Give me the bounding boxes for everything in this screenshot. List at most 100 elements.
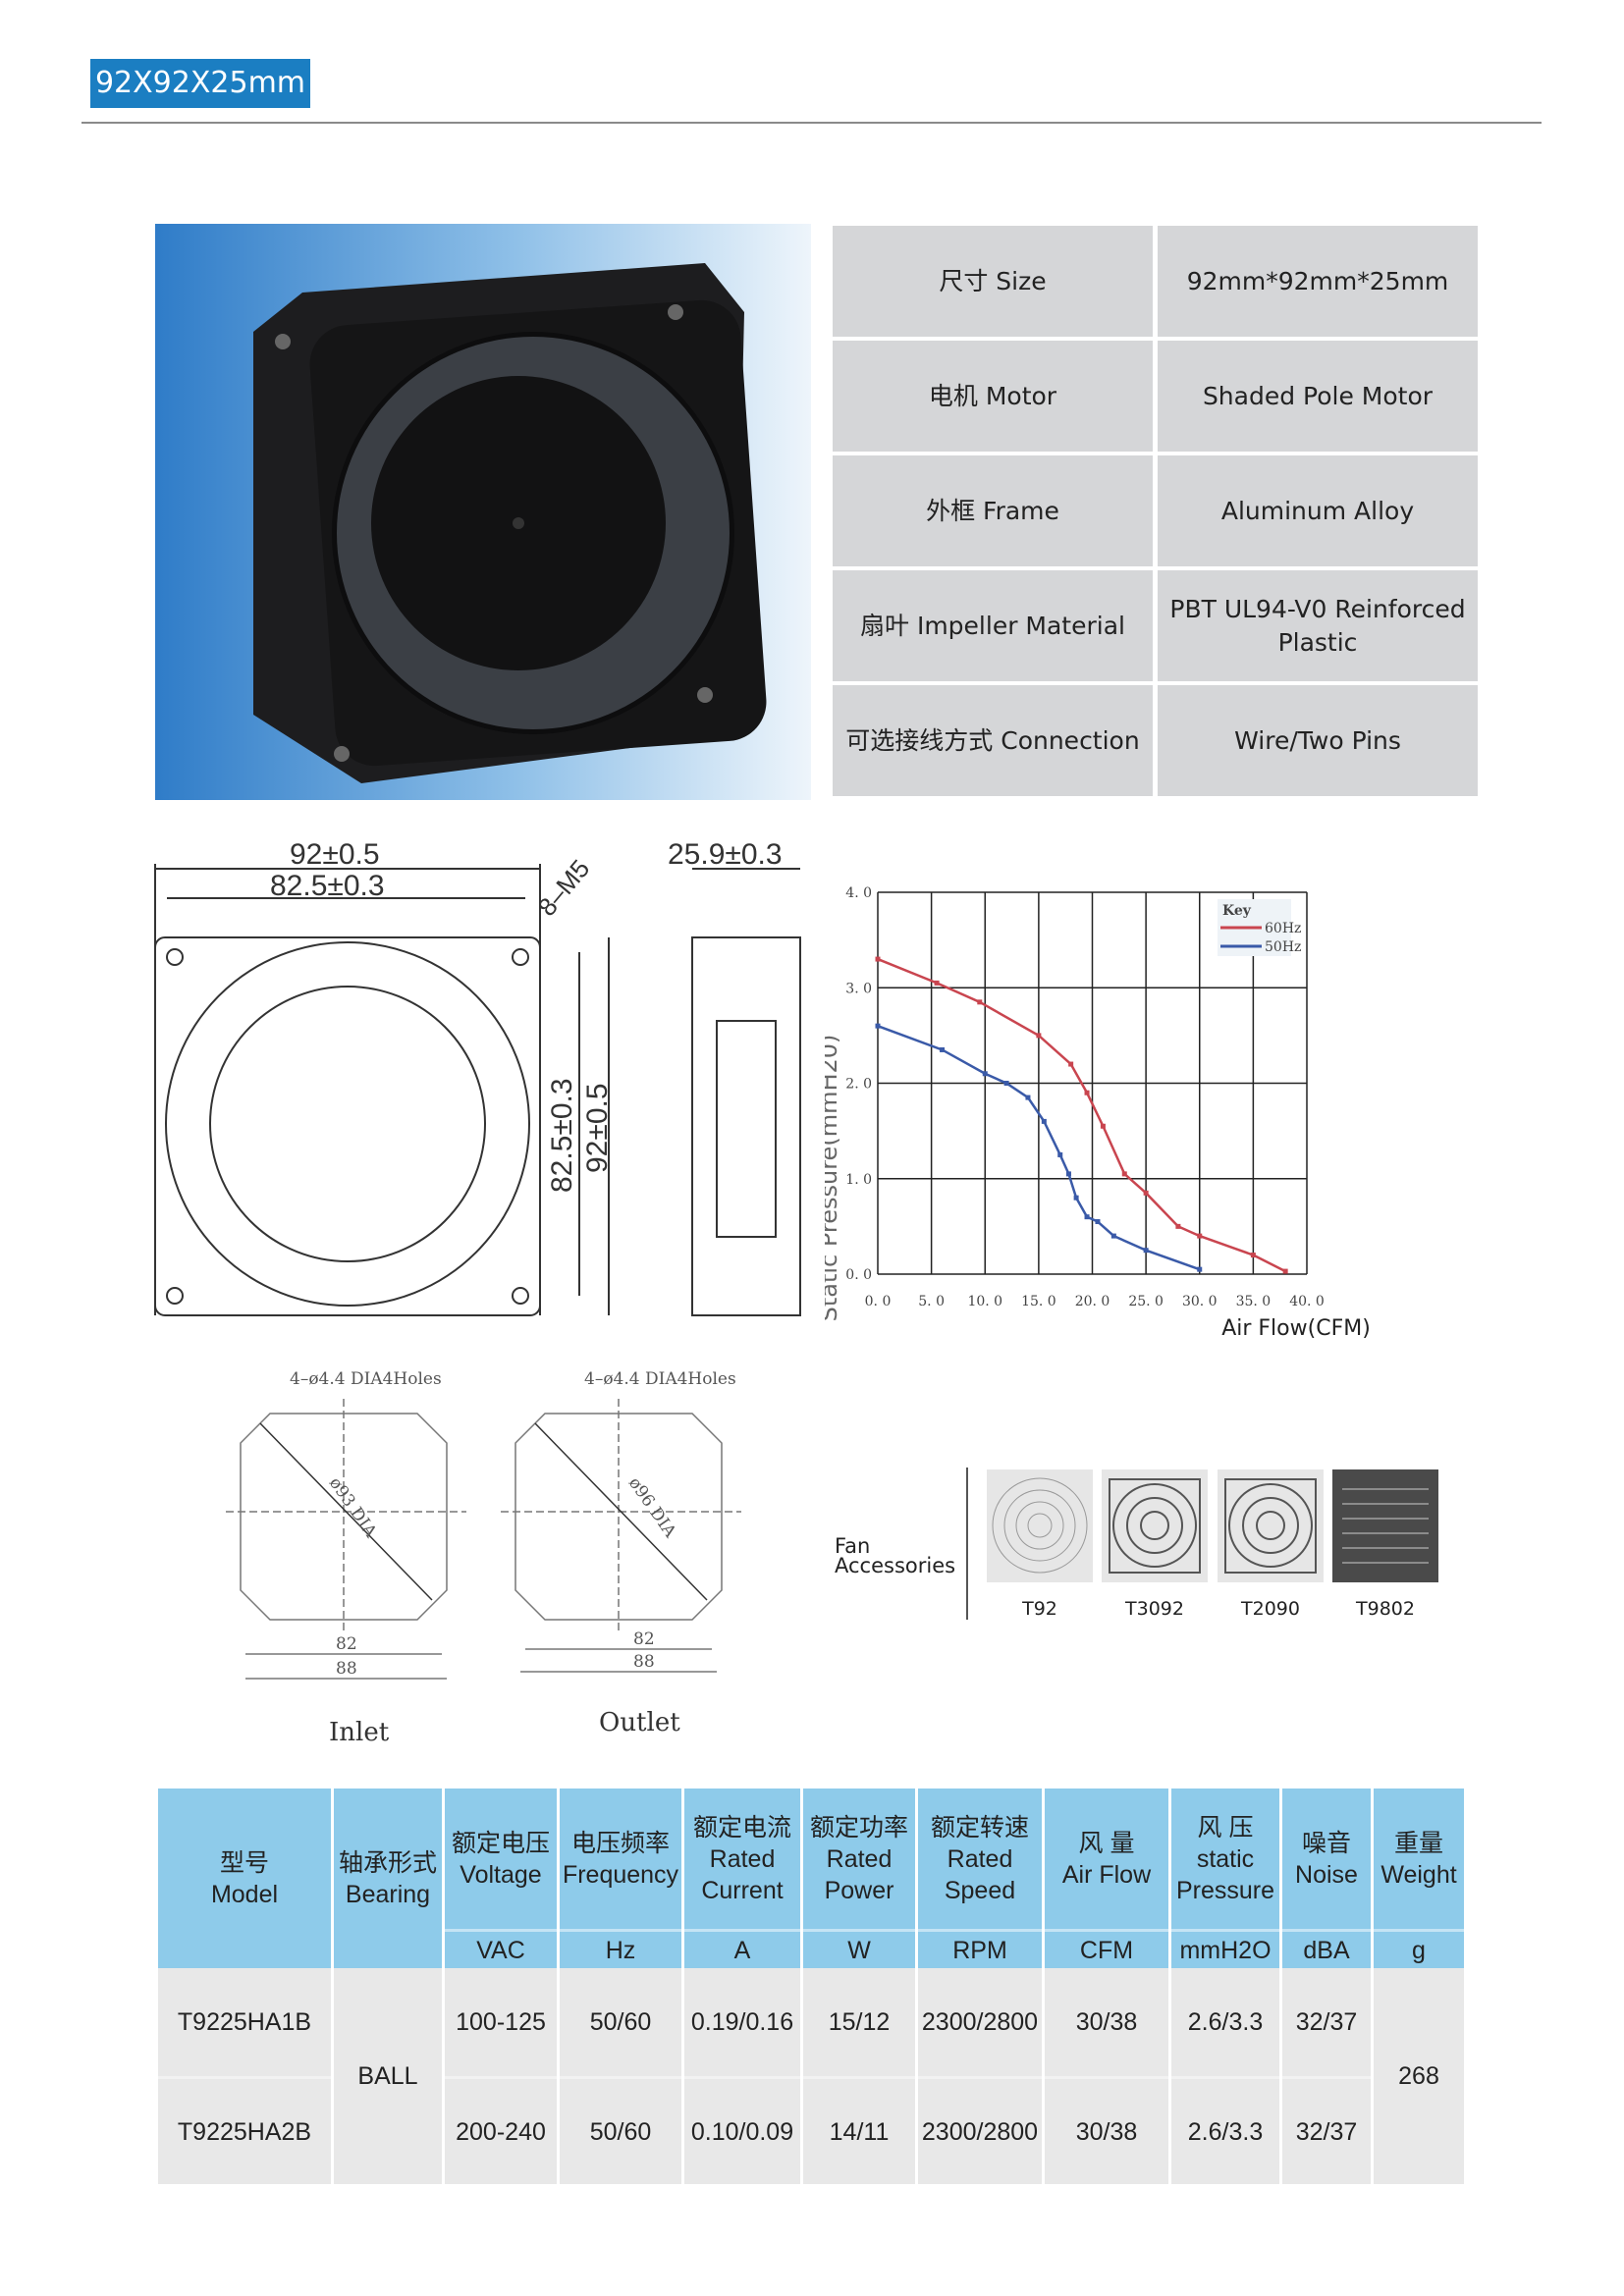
data-point (1100, 1123, 1106, 1129)
dimension-drawing: 92±0.5 82.5±0.3 8–M5 25.9±0.3 82.5±0.3 9… (154, 838, 801, 1316)
outlet-holes-label: 4–ø4.4 DIA4Holes (584, 1369, 736, 1389)
data-point (1057, 1151, 1063, 1157)
header-text: Rated (826, 1844, 893, 1873)
table-cell: 2300/2800 (918, 2076, 1042, 2184)
table-cell: T9225HA2B (158, 2076, 331, 2184)
x-tick-label: 15. 0 (1021, 1294, 1056, 1309)
page-title: 92X92X25mm (90, 59, 310, 108)
unit-cell: g (1374, 1929, 1464, 1968)
header-text: Air Flow (1061, 1860, 1152, 1889)
data-point (1197, 1266, 1203, 1272)
legend-title: Key (1222, 903, 1252, 919)
data-point (1175, 1223, 1181, 1229)
data-point (940, 1046, 946, 1052)
spec-value: Wire/Two Pins (1158, 685, 1478, 796)
outlet-88: 88 (633, 1652, 655, 1672)
table-cell: 50/60 (560, 1968, 681, 2076)
y-tick-label: 4. 0 (845, 885, 872, 901)
column-header: 额定转速 Rated Speed (918, 1789, 1042, 1929)
legend: Key 60Hz 50Hz (1218, 899, 1301, 956)
x-tick-label: 10. 0 (967, 1294, 1002, 1309)
table-cell: 14/11 (803, 2076, 915, 2184)
header-text: Rated (709, 1844, 776, 1873)
spec-value: Shaded Pole Motor (1158, 341, 1478, 452)
accessory-image-t9802 (1332, 1469, 1438, 1582)
table-cell: 0.10/0.09 (684, 2076, 800, 2184)
column-header: 电压频率 Frequency (560, 1789, 681, 1929)
table-cell: 2300/2800 (918, 1968, 1042, 2076)
y-tick-label: 3. 0 (845, 981, 872, 996)
column-header: 额定功率 Rated Power (803, 1789, 915, 1929)
table-cell: 30/38 (1045, 2076, 1168, 2184)
weight-cell: 268 (1374, 1968, 1464, 2184)
column-header: 型号 Model (158, 1789, 331, 1968)
table-row: T9225HA1B BALL 100-125 50/60 0.19/0.16 15/12 2… (158, 1968, 1464, 2184)
inlet-outlet-drawing: 4–ø4.4 DIA4Holes 4–ø4.4 DIA4Holes ø93 DI… (226, 1369, 741, 1747)
fan-image (253, 263, 767, 783)
x-tick-label: 35. 0 (1236, 1294, 1272, 1309)
x-tick-label: 30. 0 (1182, 1294, 1218, 1309)
header-text: Model (210, 1880, 279, 1908)
table-cell: 100-125 (445, 1968, 557, 2076)
legend-50hz: 50Hz (1265, 939, 1301, 955)
dim-v-hole: 82.5±0.3 (546, 1078, 578, 1193)
header-text: 型号 (219, 1848, 269, 1877)
dim-depth: 25.9±0.3 (668, 838, 783, 871)
data-point (1073, 1195, 1079, 1201)
data-point (1003, 1081, 1009, 1086)
unit-cell: Hz (560, 1929, 681, 1968)
header-text: Speed (944, 1876, 1016, 1904)
outlet-82: 82 (633, 1629, 655, 1649)
x-tick-label: 0. 0 (865, 1294, 892, 1309)
data-point (1250, 1253, 1256, 1258)
data-point (1143, 1190, 1149, 1196)
table-cell: 32/37 (1282, 1968, 1371, 2076)
spec-value: 92mm*92mm*25mm (1158, 226, 1478, 337)
y-tick-label: 2. 0 (845, 1077, 872, 1093)
column-header: 风 量 Air Flow (1045, 1789, 1168, 1929)
table-cell: 32/37 (1282, 2076, 1371, 2184)
data-point (1084, 1090, 1090, 1095)
divider (966, 1468, 968, 1620)
header-text: Pressure (1175, 1876, 1275, 1904)
column-header: 轴承形式 Bearing (334, 1789, 442, 1968)
data-point (1197, 1233, 1203, 1239)
data-point (1143, 1248, 1149, 1254)
data-point (1025, 1095, 1031, 1100)
header-text: 风 量 (1078, 1829, 1135, 1857)
data-point (977, 999, 983, 1005)
x-axis-label: Air Flow(CFM) (1221, 1316, 1371, 1341)
accessory-image-t92 (987, 1469, 1093, 1582)
data-point (1282, 1268, 1288, 1274)
dim-screw: 8–M5 (532, 854, 596, 922)
header-text: 额定转速 (930, 1813, 1029, 1842)
header-text: Weight (1380, 1860, 1457, 1889)
unit-cell: VAC (445, 1929, 557, 1968)
data-point (1095, 1219, 1101, 1225)
table-cell: 30/38 (1045, 1968, 1168, 2076)
y-tick-label: 1. 0 (845, 1172, 872, 1188)
x-tick-label: 40. 0 (1289, 1294, 1325, 1309)
y-tick-label: 0. 0 (845, 1267, 872, 1283)
series-line-60Hz (877, 957, 1286, 1273)
model-table: 型号 Model 轴承形式 Bearing 额定电压 Voltage 电压频率 Frequen… (155, 1789, 1467, 2184)
header-text: 电压频率 (570, 1829, 670, 1857)
header-text: 额定电压 (451, 1829, 550, 1857)
spec-table: 尺寸 Size 92mm*92mm*25mm 电机 Motor Shaded Pol… (833, 226, 1478, 800)
header-text: Frequency (562, 1860, 679, 1889)
header-text: 轴承形式 (338, 1848, 437, 1877)
pq-chart: 0. 0 5. 0 10. 0 15. 0 20. 0 25. 0 30. 0 35. 0 40… (825, 885, 1371, 1341)
data-point (875, 956, 881, 962)
accessory-image-t2090 (1218, 1469, 1324, 1582)
spec-label: 电机 Motor (833, 341, 1153, 452)
data-point (875, 1023, 881, 1029)
dim-width: 92±0.5 (290, 838, 380, 871)
unit-cell: dBA (1282, 1929, 1371, 1968)
inlet-label: Inlet (329, 1718, 390, 1747)
accessory-label: T2090 (1241, 1598, 1300, 1620)
table-cell: 0.19/0.16 (684, 1968, 800, 2076)
data-point (1036, 1033, 1042, 1039)
data-point (934, 980, 940, 986)
outlet-label: Outlet (599, 1708, 680, 1737)
